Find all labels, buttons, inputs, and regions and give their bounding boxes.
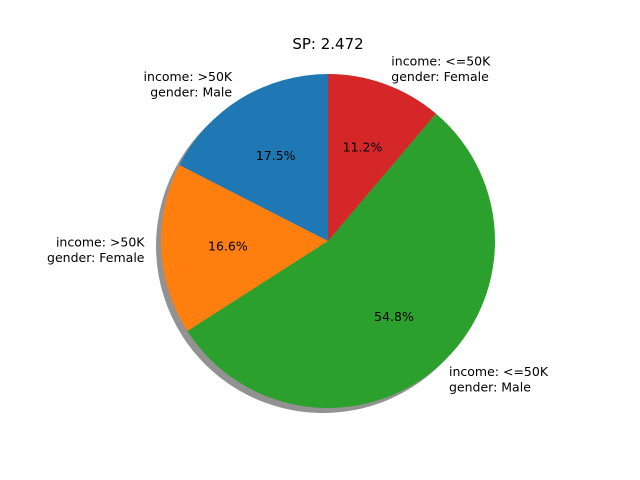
pie-slice-category-label-line: income: <=50K <box>391 53 491 68</box>
pie-slices <box>161 74 496 409</box>
pie-slice-1 <box>179 74 328 241</box>
pie-slice-category-label: income: >50K gender: Male <box>144 69 233 100</box>
pie-slice-category-label-line: gender: Female <box>47 250 145 265</box>
pie-slice-percent-label: 17.5% <box>256 148 296 163</box>
pie-slice-category-label-line: income: >50K <box>144 69 233 84</box>
pie-slice-category-label: income: <=50K gender: Female <box>391 53 491 84</box>
pie-slice-category-label-line: gender: Female <box>391 69 489 84</box>
pie-slice-2 <box>161 165 328 332</box>
pie-slice-3 <box>187 113 496 409</box>
pie-labels: 17.5%income: >50K gender: Male16.6%income… <box>47 53 549 394</box>
pie-slice-percent-label: 16.6% <box>208 238 248 253</box>
pie-slice-category-label-line: income: <=50K <box>449 364 549 379</box>
pie-slice-category-label-line: gender: Male <box>150 85 232 100</box>
pie-slice-4 <box>328 74 436 241</box>
pie-slice-percent-label: 11.2% <box>343 139 383 154</box>
pie-slice-category-label: income: >50K gender: Female <box>47 235 145 266</box>
pie-slice-category-label: income: <=50K gender: Male <box>449 364 549 395</box>
pie-slice-category-label-line: gender: Male <box>449 380 531 395</box>
pie-slice-percent-label: 54.8% <box>374 309 414 324</box>
chart-title: SP: 2.472 <box>292 35 363 53</box>
pie-slice-category-label-line: income: >50K <box>56 235 145 250</box>
